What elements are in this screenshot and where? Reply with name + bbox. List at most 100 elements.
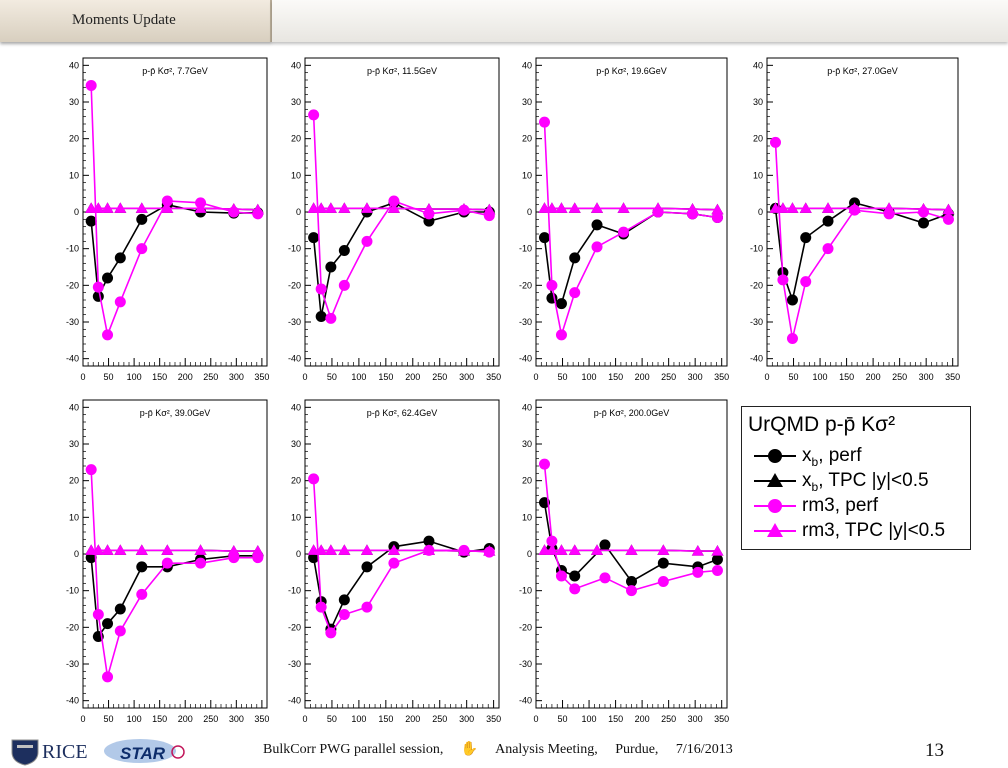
- data-point-triangle: [135, 202, 148, 213]
- data-point-triangle: [101, 202, 114, 213]
- data-point-circle: [114, 252, 126, 264]
- data-point-circle: [569, 252, 581, 264]
- data-point-circle: [786, 294, 798, 306]
- y-tick-label: 10: [522, 170, 532, 180]
- data-point-circle: [538, 232, 550, 244]
- data-point-triangle: [625, 544, 638, 555]
- data-point-triangle: [617, 202, 630, 213]
- data-point-triangle: [657, 544, 670, 555]
- data-point-circle: [161, 557, 173, 569]
- data-point-circle: [102, 329, 114, 341]
- data-point-circle: [315, 283, 327, 295]
- rice-shield-icon: [11, 739, 39, 766]
- data-point-circle: [85, 80, 97, 91]
- data-point-circle: [388, 557, 400, 569]
- legend-item-rm3-tpc: rm3, TPC |y|<0.5: [750, 519, 965, 543]
- y-tick-label: -10: [750, 244, 763, 254]
- data-point-circle: [555, 570, 567, 582]
- x-tick-label: 250: [203, 372, 218, 382]
- data-point-circle: [711, 565, 723, 576]
- legend-item-xb-tpc: xb, TPC |y|<0.5: [750, 469, 965, 494]
- data-point-triangle: [822, 202, 835, 213]
- data-point-circle: [599, 572, 611, 584]
- data-point-triangle: [799, 202, 812, 213]
- data-point-circle: [822, 243, 834, 255]
- data-point-circle: [361, 601, 373, 613]
- data-point-circle: [136, 243, 148, 255]
- data-point-circle: [657, 576, 669, 587]
- data-point-triangle: [711, 203, 724, 215]
- data-point-triangle: [848, 202, 861, 213]
- x-tick-label: 150: [378, 372, 393, 382]
- x-tick-label: 0: [533, 714, 538, 724]
- data-point-triangle: [691, 545, 704, 556]
- x-tick-label: 0: [302, 714, 307, 724]
- x-tick-label: 150: [152, 714, 167, 724]
- data-point-circle: [626, 585, 637, 597]
- y-tick-label: -20: [66, 280, 79, 290]
- x-tick-label: 250: [432, 714, 447, 724]
- y-tick-label: -30: [519, 317, 532, 327]
- data-point-circle: [338, 279, 350, 291]
- y-tick-label: -10: [66, 244, 79, 254]
- data-point-circle: [777, 274, 789, 286]
- x-tick-label: 250: [432, 372, 447, 382]
- y-tick-label: -40: [288, 696, 301, 706]
- data-point-triangle: [227, 545, 240, 556]
- page-number: 13: [925, 740, 944, 761]
- x-tick-label: 50: [789, 372, 799, 382]
- x-tick-label: 250: [892, 372, 907, 382]
- y-tick-label: 10: [291, 512, 301, 522]
- x-tick-label: 200: [635, 372, 650, 382]
- x-tick-label: 50: [327, 714, 337, 724]
- y-tick-label: -10: [66, 586, 79, 596]
- x-tick-label: 350: [254, 714, 269, 724]
- legend-item-rm3-perf: rm3, perf: [750, 494, 965, 518]
- data-point-triangle: [942, 203, 955, 215]
- legend-label-rm3-tpc: rm3, TPC |y|<0.5: [802, 520, 946, 541]
- data-point-circle: [618, 226, 630, 238]
- data-point-triangle: [307, 202, 320, 213]
- data-point-circle: [800, 232, 812, 244]
- data-point-triangle: [883, 202, 896, 213]
- x-tick-label: 300: [688, 372, 703, 382]
- legend-label-rm3-perf: rm3, perf: [802, 495, 879, 516]
- x-tick-label: 350: [254, 372, 269, 382]
- plot-title: p-p̄ Kσ², 39.0GeV: [140, 408, 211, 418]
- data-point-triangle: [101, 544, 114, 555]
- legend-item-xb-perf: xb, perf: [750, 444, 965, 469]
- data-point-triangle: [161, 544, 174, 555]
- y-tick-label: 0: [758, 207, 763, 217]
- data-point-triangle: [387, 544, 400, 555]
- x-tick-label: 100: [351, 714, 366, 724]
- data-point-circle: [136, 213, 148, 225]
- y-tick-label: 40: [291, 402, 301, 412]
- data-point-circle: [569, 570, 581, 582]
- footer-place: Purdue,: [615, 742, 659, 757]
- data-point-circle: [692, 566, 704, 578]
- x-tick-label: 200: [178, 714, 193, 724]
- y-tick-label: -20: [288, 622, 301, 632]
- plot-title: p-p̄ Kσ², 7.7GeV: [142, 66, 208, 76]
- data-point-circle: [626, 576, 637, 587]
- x-tick-label: 50: [327, 372, 337, 382]
- legend: UrQMD p-p̄ Kσ² xb, perf xb, TPC |y|<0.5 …: [741, 406, 971, 550]
- data-point-circle: [361, 561, 373, 573]
- plot-7: -40 -30 -20 -10 0 10 20 30 40 0 50 100 150 200 250 300 3…: [519, 399, 729, 724]
- data-point-triangle: [360, 544, 373, 555]
- data-point-triangle: [227, 203, 240, 214]
- data-point-circle: [102, 618, 114, 630]
- x-tick-label: 300: [229, 714, 244, 724]
- y-tick-label: -40: [66, 696, 79, 706]
- data-point-triangle: [194, 544, 207, 555]
- data-point-triangle: [786, 202, 799, 213]
- data-point-triangle: [776, 202, 789, 213]
- y-tick-label: 0: [527, 549, 532, 559]
- y-tick-label: 10: [522, 512, 532, 522]
- data-point-circle: [338, 245, 350, 256]
- y-tick-label: -10: [519, 586, 532, 596]
- x-tick-label: 200: [405, 714, 420, 724]
- y-tick-label: 20: [291, 476, 301, 486]
- y-tick-label: 30: [69, 97, 79, 107]
